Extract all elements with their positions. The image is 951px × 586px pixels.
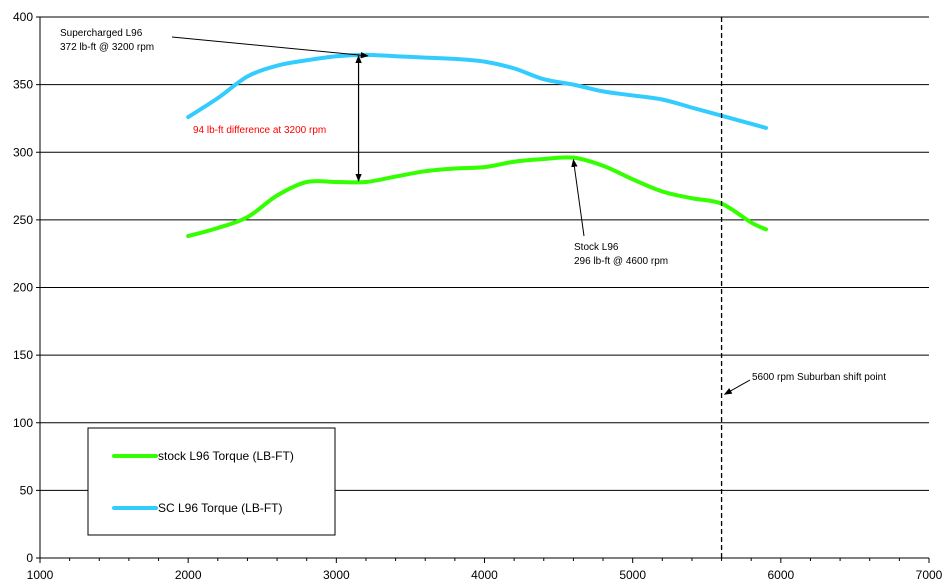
- x-tick-label-1000: 1000: [27, 568, 54, 582]
- x-tick-label-7000: 7000: [916, 568, 943, 582]
- sc-peak-label-line2: 372 lb-ft @ 3200 rpm: [60, 42, 154, 53]
- legend-box: [87, 427, 336, 536]
- stock-peak-label-line2: 296 lb-ft @ 4600 rpm: [574, 256, 668, 267]
- series-line-supercharged: [186, 52, 769, 130]
- x-tick-label-6000: 6000: [767, 568, 794, 582]
- y-tick-label-100: 100: [13, 416, 33, 430]
- y-tick-label-250: 250: [13, 213, 33, 227]
- y-tick-label-50: 50: [20, 483, 34, 497]
- x-axis-ticks: 1000 2000 3000 4000 5000 6000 7000: [27, 558, 943, 582]
- y-axis-ticks: 0 50 100 150 200 250 300 350 400: [13, 10, 40, 565]
- y-tick-label-300: 300: [13, 145, 33, 159]
- y-tick-label-350: 350: [13, 78, 33, 92]
- legend-label-stock: stock L96 Torque (LB-FT): [158, 449, 294, 463]
- difference-label: 94 lb-ft difference at 3200 rpm: [193, 125, 326, 136]
- y-tick-label-400: 400: [13, 10, 33, 24]
- x-tick-label-5000: 5000: [619, 568, 646, 582]
- y-tick-label-0: 0: [26, 551, 33, 565]
- x-tick-label-2000: 2000: [175, 568, 202, 582]
- y-tick-label-150: 150: [13, 348, 33, 362]
- sc-peak-arrow: [171, 36, 369, 59]
- x-tick-label-3000: 3000: [323, 568, 350, 582]
- legend-label-supercharged: SC L96 Torque (LB-FT): [158, 501, 283, 515]
- y-tick-label-200: 200: [13, 281, 33, 295]
- sc-peak-label-line1: Supercharged L96: [60, 28, 143, 39]
- shift-point-label: 5600 rpm Suburban shift point: [752, 372, 886, 383]
- series-line-stock: [186, 155, 769, 239]
- annotations: 5600 rpm Suburban shift point Supercharge…: [60, 17, 886, 558]
- shift-point-arrow: [723, 379, 751, 395]
- stock-peak-arrow: [571, 158, 585, 237]
- series-lines: [186, 52, 769, 239]
- stock-peak-label-line1: Stock L96: [574, 242, 619, 253]
- legend: stock L96 Torque (LB-FT) SC L96 Torque (L…: [87, 427, 336, 536]
- x-tick-label-4000: 4000: [471, 568, 498, 582]
